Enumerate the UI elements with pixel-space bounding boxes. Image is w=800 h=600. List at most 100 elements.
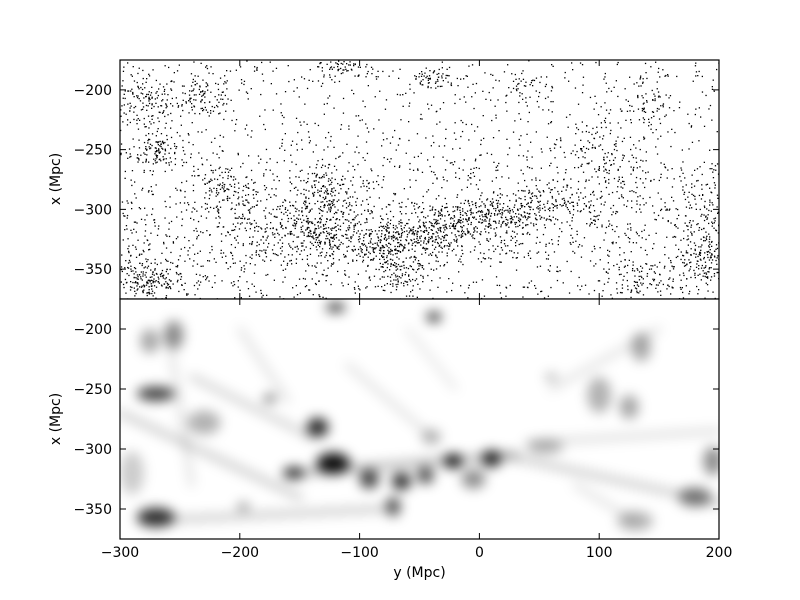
galaxy-point — [423, 225, 425, 227]
galaxy-point — [249, 263, 251, 265]
galaxy-point — [363, 234, 365, 236]
galaxy-point — [570, 178, 572, 180]
galaxy-point — [630, 122, 632, 124]
galaxy-point — [291, 161, 293, 163]
galaxy-point — [616, 211, 619, 213]
galaxy-point — [496, 165, 499, 167]
galaxy-point — [396, 237, 398, 239]
galaxy-point — [600, 190, 602, 193]
galaxy-point — [711, 168, 713, 170]
galaxy-point — [711, 253, 713, 255]
galaxy-point — [491, 180, 493, 182]
galaxy-point — [708, 267, 711, 269]
galaxy-point — [349, 227, 351, 229]
galaxy-point — [248, 187, 250, 189]
galaxy-point — [372, 250, 374, 252]
galaxy-point — [517, 225, 519, 228]
galaxy-point — [359, 238, 361, 240]
galaxy-point — [360, 223, 362, 226]
galaxy-point — [346, 250, 348, 252]
galaxy-point — [418, 268, 420, 270]
galaxy-point — [554, 187, 556, 189]
galaxy-point — [330, 228, 332, 230]
galaxy-point — [570, 152, 572, 155]
galaxy-point — [188, 100, 190, 102]
galaxy-point — [155, 135, 157, 137]
galaxy-point — [527, 202, 529, 204]
galaxy-point — [591, 176, 593, 178]
galaxy-point — [522, 173, 524, 175]
galaxy-point — [700, 259, 702, 261]
galaxy-point — [366, 198, 368, 201]
galaxy-point — [319, 234, 321, 236]
galaxy-point — [492, 245, 494, 247]
galaxy-point — [612, 159, 615, 161]
galaxy-point — [550, 220, 552, 222]
galaxy-point — [201, 164, 204, 166]
galaxy-point — [691, 141, 694, 143]
galaxy-point — [524, 216, 527, 219]
galaxy-point — [654, 272, 656, 274]
galaxy-point — [253, 189, 255, 191]
galaxy-point — [436, 223, 438, 225]
galaxy-point — [158, 282, 160, 284]
galaxy-point — [423, 268, 425, 270]
galaxy-point — [122, 283, 125, 286]
galaxy-point — [314, 231, 316, 233]
galaxy-point — [603, 170, 605, 172]
galaxy-point — [433, 141, 435, 144]
galaxy-point — [372, 68, 374, 70]
galaxy-point — [470, 221, 472, 224]
galaxy-point — [528, 60, 530, 62]
galaxy-point — [689, 290, 691, 293]
galaxy-point — [164, 150, 167, 152]
galaxy-point — [556, 266, 558, 268]
density-blob — [263, 395, 276, 403]
galaxy-point — [594, 95, 596, 97]
galaxy-point — [140, 286, 143, 288]
galaxy-point — [522, 233, 524, 235]
galaxy-point — [330, 183, 332, 185]
galaxy-point — [170, 103, 172, 105]
galaxy-point — [341, 282, 343, 284]
galaxy-point — [303, 179, 305, 182]
galaxy-point — [507, 211, 509, 213]
galaxy-point — [347, 237, 349, 239]
galaxy-point — [318, 280, 320, 282]
galaxy-point — [518, 221, 521, 223]
galaxy-point — [579, 62, 582, 64]
galaxy-point — [301, 245, 303, 247]
galaxy-point — [174, 158, 177, 160]
galaxy-point — [339, 243, 341, 246]
galaxy-point — [326, 252, 328, 254]
galaxy-point — [400, 221, 402, 224]
galaxy-point — [130, 105, 132, 107]
galaxy-point — [354, 169, 356, 171]
galaxy-point — [597, 218, 599, 221]
galaxy-point — [443, 237, 445, 239]
galaxy-point — [593, 265, 595, 267]
galaxy-point — [333, 227, 335, 229]
galaxy-point — [145, 276, 147, 278]
galaxy-point — [655, 232, 657, 234]
galaxy-point — [351, 69, 353, 71]
galaxy-point — [432, 182, 434, 184]
galaxy-point — [641, 237, 643, 239]
galaxy-point — [212, 152, 214, 154]
galaxy-point — [497, 206, 499, 209]
galaxy-point — [671, 196, 673, 198]
galaxy-point — [151, 285, 153, 287]
galaxy-point — [642, 278, 644, 280]
galaxy-point — [479, 252, 482, 254]
galaxy-point — [672, 278, 674, 280]
galaxy-point — [713, 227, 715, 229]
galaxy-point — [193, 105, 195, 107]
galaxy-point — [364, 254, 366, 256]
galaxy-point — [120, 143, 123, 145]
galaxy-point — [621, 292, 623, 294]
galaxy-point — [322, 201, 324, 203]
galaxy-point — [135, 256, 138, 258]
galaxy-point — [326, 218, 328, 220]
galaxy-point — [251, 130, 253, 132]
galaxy-point — [295, 285, 297, 287]
